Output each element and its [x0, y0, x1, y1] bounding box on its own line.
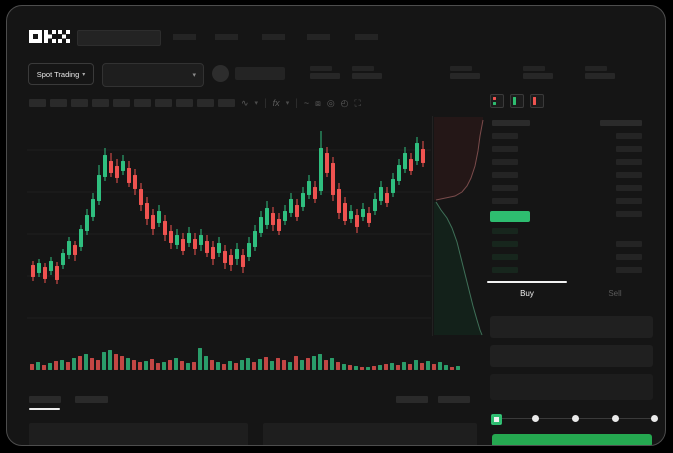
divider: |	[295, 97, 298, 109]
bid-row[interactable]	[492, 228, 518, 234]
candlestick-chart[interactable]	[27, 118, 431, 336]
camera-icon[interactable]: ◎	[326, 97, 335, 108]
tab-sell[interactable]: Sell	[608, 289, 622, 298]
order-panel: Buy Sell	[487, 91, 663, 445]
book-qty-row[interactable]	[616, 185, 642, 191]
amount-slider-handle[interactable]	[491, 414, 502, 425]
bottom-tab-history[interactable]	[75, 396, 108, 403]
depth-chart	[432, 116, 486, 336]
ticker-stat-2	[352, 66, 384, 80]
book-qty-row[interactable]	[616, 198, 642, 204]
bottom-active-tab-indicator	[29, 408, 60, 410]
nav-item-2[interactable]	[215, 34, 238, 40]
ask-row[interactable]	[492, 133, 518, 139]
fullscreen-icon[interactable]: ⛶	[354, 97, 361, 108]
interval-button-8[interactable]	[176, 99, 193, 107]
tab-buy[interactable]: Buy	[520, 289, 534, 298]
interval-button-6[interactable]	[134, 99, 151, 107]
interval-button-10[interactable]	[218, 99, 235, 107]
line-tool-icon[interactable]: ~	[303, 98, 310, 108]
last-price-highlight[interactable]	[490, 211, 530, 222]
pair-name-placeholder	[235, 67, 285, 80]
nav-item-3[interactable]	[262, 34, 285, 40]
orderbook-view-asks-icon[interactable]	[530, 94, 544, 108]
orders-table-placeholder-2	[263, 423, 477, 445]
ticker-stat-1	[310, 66, 342, 80]
chart-toolbar-icons: ∿ ▾ | fx ▾ | ~ ⧈ ◎ ◴ ⛶	[241, 95, 361, 111]
slider-step-50[interactable]	[572, 415, 579, 422]
ask-row[interactable]	[492, 198, 518, 204]
indicators-icon[interactable]: fx	[272, 98, 280, 108]
ask-row[interactable]	[492, 185, 518, 191]
slider-step-25[interactable]	[532, 415, 539, 422]
orders-table-placeholder	[29, 423, 248, 445]
nav-item-5[interactable]	[355, 34, 378, 40]
ticker-stat-3	[450, 66, 482, 80]
interval-button-7[interactable]	[155, 99, 172, 107]
bottom-action-1[interactable]	[396, 396, 428, 403]
bid-row[interactable]	[492, 254, 518, 260]
ask-row[interactable]	[492, 159, 518, 165]
interval-button-1[interactable]	[29, 99, 46, 107]
compare-icon[interactable]: ⧈	[315, 97, 321, 108]
book-qty-row[interactable]	[616, 172, 642, 178]
interval-button-5[interactable]	[113, 99, 130, 107]
book-qty-row[interactable]	[616, 254, 642, 260]
order-form-tabs: Buy Sell	[487, 281, 663, 307]
total-input[interactable]	[490, 374, 653, 400]
bid-row[interactable]	[492, 267, 518, 273]
slider-step-75[interactable]	[612, 415, 619, 422]
orderbook-view-bids-icon[interactable]	[510, 94, 524, 108]
pair-coin-icon	[212, 65, 229, 82]
interval-button-9[interactable]	[197, 99, 214, 107]
bid-row[interactable]	[492, 241, 518, 247]
book-qty-row[interactable]	[616, 159, 642, 165]
interval-button-4[interactable]	[92, 99, 109, 107]
pair-selector-dropdown[interactable]: ▾	[102, 63, 204, 87]
amount-input[interactable]	[490, 345, 653, 367]
nav-item-4[interactable]	[307, 34, 330, 40]
chevron-down-icon: ▾	[82, 71, 86, 78]
book-qty-row[interactable]	[616, 146, 642, 152]
book-qty-row[interactable]	[616, 211, 642, 217]
bottom-tab-open-orders[interactable]	[29, 396, 61, 403]
bottom-action-2[interactable]	[438, 396, 470, 403]
okx-logo[interactable]	[29, 30, 71, 49]
ticker-stat-5	[585, 66, 617, 80]
book-qty-row[interactable]	[616, 133, 642, 139]
chevron-down-icon: ▾	[192, 72, 196, 79]
divider: |	[264, 97, 267, 109]
orderbook-view-both-icon[interactable]	[490, 94, 504, 108]
volume-chart	[30, 348, 460, 370]
candle-type-icon[interactable]: ∿	[241, 97, 249, 108]
active-tab-indicator	[487, 281, 567, 283]
book-header-right[interactable]	[600, 120, 642, 126]
book-qty-row[interactable]	[616, 267, 642, 273]
nav-item-1[interactable]	[173, 34, 196, 40]
ask-row[interactable]	[492, 172, 518, 178]
book-qty-row[interactable]	[616, 241, 642, 247]
ticker-stat-4	[523, 66, 555, 80]
market-type-selector[interactable]: Spot Trading ▾	[28, 63, 94, 85]
slider-step-100[interactable]	[651, 415, 658, 422]
market-type-label: Spot Trading	[36, 69, 80, 79]
interval-button-3[interactable]	[71, 99, 88, 107]
chevron-down-icon[interactable]: ▾	[285, 100, 290, 107]
ask-row[interactable]	[492, 146, 518, 152]
app-window: Spot Trading ▾ ▾ ∿ ▾ | fx ▾ | ~ ⧈ ◎ ◴ ⛶	[6, 5, 666, 446]
book-header-left[interactable]	[492, 120, 530, 126]
price-input[interactable]	[490, 316, 653, 338]
chevron-down-icon[interactable]: ▾	[254, 100, 259, 107]
buy-submit-button[interactable]	[492, 434, 652, 445]
search-input[interactable]	[77, 30, 161, 46]
history-icon[interactable]: ◴	[340, 97, 349, 108]
interval-button-2[interactable]	[50, 99, 67, 107]
